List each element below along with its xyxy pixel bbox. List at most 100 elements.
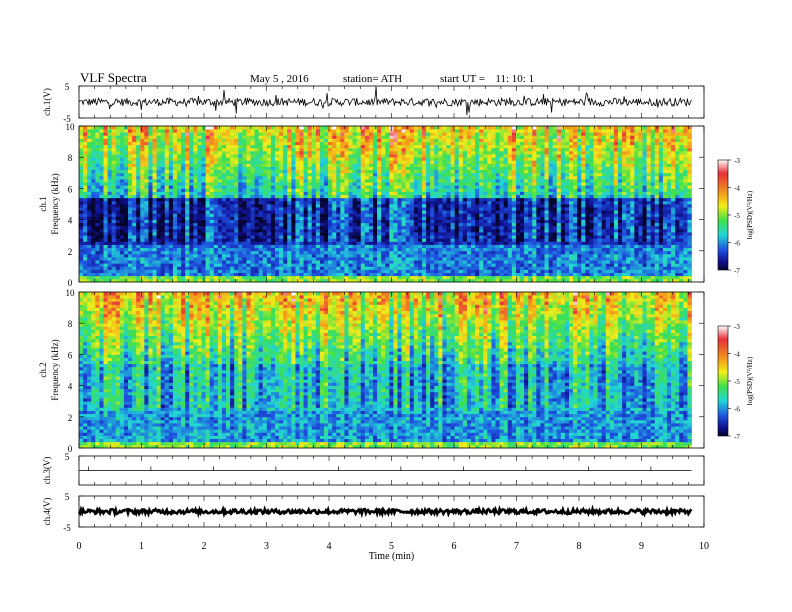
spectrogram-cell [181, 275, 186, 280]
spectrogram-cell [119, 257, 125, 261]
spectrogram-cell [79, 275, 84, 280]
spectrogram-cell [99, 241, 104, 245]
spectrogram-cell [140, 235, 145, 239]
spectrogram-cell [401, 191, 407, 195]
spectrogram-cell [442, 207, 447, 211]
spectrogram-cell [552, 253, 558, 258]
spectrogram-cell [528, 263, 533, 267]
spectrogram-cell [548, 210, 554, 214]
spectrogram-cell [622, 250, 627, 255]
spectrogram-cell [270, 207, 276, 211]
spectrogram-cell [336, 253, 341, 258]
spectrogram-cell [119, 210, 125, 214]
spectrogram-cell [589, 260, 594, 264]
spectrogram-cell [340, 200, 345, 205]
spectrogram-cell [119, 269, 125, 273]
spectrogram-cell [393, 272, 398, 277]
spectrogram-cell [368, 272, 374, 277]
spectrogram-cell [148, 185, 153, 189]
spectrogram-cell [360, 191, 366, 195]
spectrogram-cell [679, 204, 684, 208]
spectrogram-cell [520, 207, 525, 211]
spectrogram-cell [646, 222, 652, 227]
spectrogram-cell [328, 188, 333, 192]
spectrogram-cell [213, 269, 219, 273]
spectrogram-cell [172, 238, 178, 242]
spectrogram-cell [434, 241, 439, 245]
spectrogram-cell [683, 263, 688, 267]
spectrogram-cell [234, 188, 239, 192]
spectrogram-cell [605, 275, 611, 280]
spectrogram-cell [283, 182, 288, 186]
spectrogram-cell [385, 219, 390, 224]
spectrogram-cell [336, 182, 341, 186]
spectrogram-cell [499, 197, 505, 202]
spectrogram-cell [581, 200, 586, 205]
spectrogram-cell [242, 213, 247, 217]
spectrogram-cell [552, 241, 558, 245]
spectrogram-cell [172, 222, 178, 227]
spectrogram-cell [193, 244, 198, 249]
spectrogram-cell [144, 213, 149, 217]
spectrogram-cell [450, 222, 456, 227]
spectrogram-cell [528, 247, 533, 252]
spectrogram-cell [446, 200, 451, 205]
spectrogram-cell [332, 257, 337, 261]
spectrogram-cell [569, 278, 574, 283]
spectrogram-cell [393, 238, 398, 242]
spectrogram-cell [495, 222, 500, 227]
spectrogram-cell [119, 266, 125, 270]
spectrogram-cell [495, 219, 500, 224]
spectrogram-cell [446, 263, 451, 267]
spectrogram-cell [409, 179, 415, 183]
spectrogram-cell [491, 182, 496, 186]
spectrogram-cell [389, 257, 394, 261]
spectrogram-cell [373, 238, 378, 242]
spectrogram-cell [618, 275, 623, 280]
spectrogram-cell [160, 260, 166, 264]
spectrogram-cell [205, 232, 211, 236]
spectrogram-cell [287, 228, 292, 233]
spectrogram-cell [548, 232, 554, 236]
spectrogram-cell [422, 219, 427, 224]
spectrogram-cell [185, 188, 190, 192]
spectrogram-cell [197, 278, 202, 283]
spectrogram-cell [197, 238, 202, 242]
spectrogram-cell [389, 185, 394, 189]
spectrogram-cell [581, 266, 586, 270]
spectrogram-cell [622, 222, 627, 227]
spectrogram-cell [491, 210, 496, 214]
spectrogram-cell [123, 185, 129, 189]
spectrogram-cell [132, 266, 137, 270]
spectrogram-cell [462, 188, 468, 192]
spectrogram-cell [242, 194, 247, 199]
spectrogram-cell [217, 266, 223, 270]
spectrogram-cell [401, 244, 407, 249]
spectrogram-cell [471, 250, 476, 255]
spectrogram-cell [495, 247, 500, 252]
spectrogram-cell [520, 182, 525, 186]
spectrogram-cell [613, 219, 619, 224]
spectrogram-cell [495, 200, 500, 205]
spectrogram-cell [511, 244, 517, 249]
spectrogram-cell [221, 257, 227, 261]
spectrogram-cell [79, 185, 84, 189]
spectrogram-cell [144, 194, 149, 199]
spectrogram-cell [413, 210, 419, 214]
spectrogram-cell [544, 238, 549, 242]
spectrogram-cell [307, 225, 313, 230]
spectrogram-cell [311, 182, 317, 186]
spectrogram-cell [266, 213, 272, 217]
spectrogram-cell [156, 235, 162, 239]
spectrogram-cell [83, 194, 88, 199]
spectrogram-cell [413, 238, 419, 242]
spectrogram-cell [332, 197, 337, 202]
spectrogram-cell [401, 272, 407, 277]
spectrogram-cell [111, 222, 117, 227]
spectrogram-cell [413, 266, 419, 270]
spectrogram-cell [79, 257, 84, 261]
spectrogram-cell [556, 232, 562, 236]
spectrogram-cell [234, 182, 239, 186]
spectrogram-cell [303, 191, 309, 195]
spectrogram-cell [658, 200, 664, 205]
